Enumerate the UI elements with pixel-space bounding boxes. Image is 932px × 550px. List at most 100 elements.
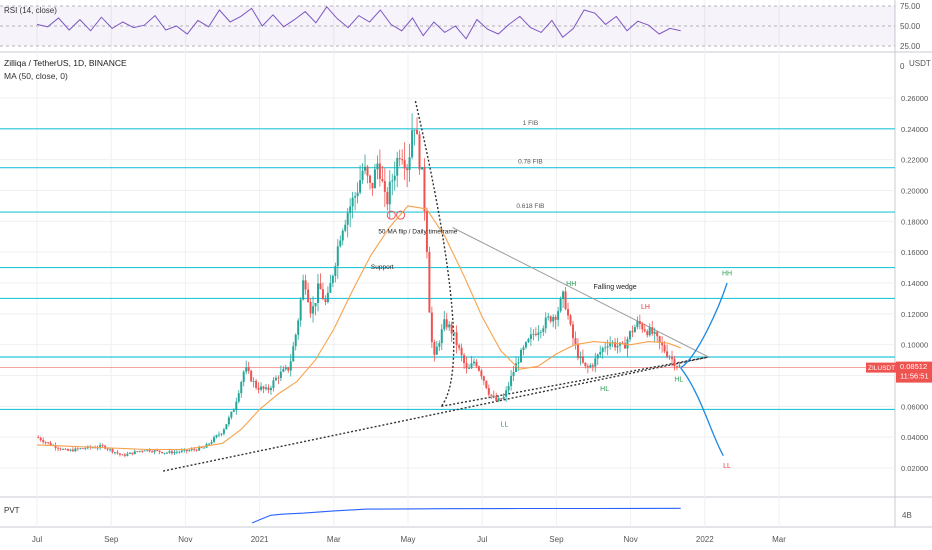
candle-body xyxy=(633,327,636,333)
candle-body xyxy=(101,445,104,447)
candle-body xyxy=(156,450,159,451)
candle-body xyxy=(616,345,619,348)
candle-body xyxy=(188,450,191,452)
pvt-panel: PVT 4B xyxy=(4,506,912,524)
candle-body xyxy=(502,396,505,400)
wedge-resistance-trendline[interactable] xyxy=(452,227,709,358)
candle-body xyxy=(37,437,40,438)
candle-body xyxy=(428,251,431,313)
time-axis: Jul Sep Nov 2021 Mar May Jul Sep Nov 2022 Mar xyxy=(32,535,786,544)
price-tick-label: 0.06000 xyxy=(901,402,928,411)
candle-body xyxy=(512,372,515,376)
candle-body xyxy=(185,449,188,451)
price-tick-label: 0.10000 xyxy=(901,341,928,350)
chart-title[interactable]: Zilliqa / TetherUS, 1D, BINANCE xyxy=(4,58,127,68)
ma-legend[interactable]: MA (50, close, 0) xyxy=(4,71,68,81)
candle-body xyxy=(321,289,324,300)
candle-body xyxy=(165,452,168,454)
candle-body xyxy=(84,448,87,450)
candle-body xyxy=(658,336,661,343)
candle-body xyxy=(307,289,310,302)
candle-body xyxy=(671,357,674,360)
candle-body xyxy=(532,333,535,335)
candle-body xyxy=(220,433,223,435)
candle-body xyxy=(646,331,649,336)
candle-body xyxy=(433,342,436,355)
candle-body xyxy=(641,324,644,330)
price-tick-label: 0.18000 xyxy=(901,217,928,226)
candle-body xyxy=(663,345,666,352)
candle-body xyxy=(500,398,503,400)
ma-flip-annotation: 50 MA flip / Daily timeframe xyxy=(378,229,457,236)
wedge-support-trendline[interactable] xyxy=(441,356,709,408)
rsi-panel: RSI (14, close) 75.00 50.00 25.00 xyxy=(0,2,921,51)
ma-flip-marker xyxy=(396,210,406,220)
candle-body xyxy=(183,449,186,451)
candle-body xyxy=(557,311,560,320)
candle-body xyxy=(161,451,164,454)
time-tick-label: 2021 xyxy=(251,535,269,544)
candle-body xyxy=(673,359,676,367)
price-tick-label: 0.22000 xyxy=(901,156,928,165)
candle-body xyxy=(344,224,347,231)
candle-body xyxy=(576,343,579,359)
candle-body xyxy=(215,435,218,438)
parabolic-curve-trendline[interactable] xyxy=(414,100,455,407)
candle-body xyxy=(579,356,582,359)
candle-body xyxy=(591,365,594,367)
candle-body xyxy=(564,291,567,310)
price-tick-label: 0.16000 xyxy=(901,248,928,257)
candle-body xyxy=(480,370,483,377)
candle-body xyxy=(584,362,587,367)
falling-wedge-annotation: Falling wedge xyxy=(594,284,637,291)
projection-up-path[interactable] xyxy=(680,282,728,369)
candle-body xyxy=(544,317,547,329)
candle-body xyxy=(255,380,258,388)
candle-body xyxy=(123,454,126,456)
candle-body xyxy=(497,398,500,401)
trendlines xyxy=(162,100,709,472)
candle-body xyxy=(208,443,211,445)
candle-body xyxy=(425,210,428,252)
candle-body xyxy=(534,333,537,335)
candle-body xyxy=(621,342,624,344)
candle-body xyxy=(346,213,349,225)
candle-body xyxy=(675,366,678,368)
candle-body xyxy=(316,283,319,303)
candle-body xyxy=(453,332,456,334)
candle-body xyxy=(465,363,468,369)
currency-label[interactable]: USDT xyxy=(909,59,931,68)
candle-body xyxy=(113,452,116,453)
candle-body xyxy=(443,319,446,330)
pvt-legend[interactable]: PVT xyxy=(4,506,20,515)
candle-body xyxy=(66,449,69,451)
candle-body xyxy=(42,440,45,443)
candle-body xyxy=(420,167,423,170)
symbol-badge-text: ZILUSDT xyxy=(868,365,895,372)
candle-body xyxy=(351,197,354,207)
candle-body xyxy=(69,449,72,451)
candle-body xyxy=(520,349,523,363)
candle-body xyxy=(393,175,396,181)
long-term-support-trendline[interactable] xyxy=(162,356,709,472)
candle-body xyxy=(138,450,141,452)
rsi-legend[interactable]: RSI (14, close) xyxy=(4,6,57,15)
candle-body xyxy=(574,338,577,344)
candle-body xyxy=(383,181,386,192)
candle-body xyxy=(376,163,379,170)
hh-label: HH xyxy=(566,281,576,288)
candle-body xyxy=(562,291,565,299)
fib-0618-label: 0.618 FIB xyxy=(516,203,544,210)
candle-body xyxy=(173,451,176,454)
candle-body xyxy=(74,448,77,452)
candle-body xyxy=(203,447,206,449)
candle-body xyxy=(121,454,124,456)
time-tick-label: Nov xyxy=(178,535,192,544)
candle-body xyxy=(319,283,322,290)
projection-down-path[interactable] xyxy=(680,367,724,457)
candle-body xyxy=(623,343,626,349)
ma-50-line xyxy=(36,205,681,451)
time-tick-label: May xyxy=(400,535,415,544)
candle-body xyxy=(118,453,121,455)
